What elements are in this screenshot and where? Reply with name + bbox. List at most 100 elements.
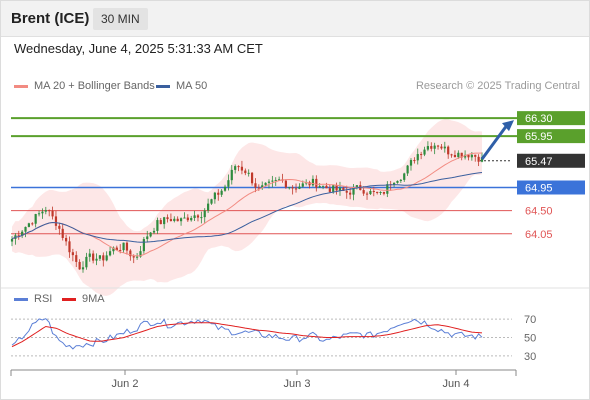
legend-ma50-label: MA 50 [176,80,208,92]
candle [213,192,216,200]
candle [355,185,358,188]
candle [291,187,294,189]
candle [142,239,145,252]
candle [403,173,406,180]
candle [338,187,342,191]
legend-rsi: RSI [14,293,52,305]
candle [436,145,440,147]
candle [65,237,68,242]
candle [294,188,298,190]
candle [48,210,51,212]
rsi-tick-label: 50 [524,333,536,345]
candle [139,251,142,257]
candle [274,179,277,181]
candle [230,169,233,181]
candle [460,152,463,158]
candle [352,187,355,195]
candle [450,154,453,156]
candle [129,250,132,257]
candle [284,180,287,188]
candle [420,154,423,156]
legend-rsi-label: RSI [34,293,53,305]
legend-ma20-label: MA 20 + Bollinger Bands [34,80,155,92]
ma50-swatch [156,84,170,88]
x-tick-label: Jun 2 [112,378,139,390]
candle [44,210,47,212]
candle [119,250,122,252]
candle [112,247,115,252]
candle [345,190,348,193]
candle [81,267,85,270]
candle [278,179,281,181]
rsi-ma-line [11,322,483,348]
candle [321,185,325,187]
candle [365,193,369,195]
candle [24,226,27,232]
candle [399,179,402,181]
candle [254,183,257,188]
level-label-64.50: 64.50 [525,206,553,218]
candle [237,166,240,168]
candle [75,255,78,262]
candle [308,182,311,186]
candle [443,146,446,149]
candle [122,242,125,251]
candle [372,191,375,193]
candle [376,191,379,193]
candle [17,235,20,237]
candle [261,185,264,188]
level-box-65.95 [517,129,585,144]
level-box-64.95 [517,180,585,195]
candle [457,152,460,158]
candle [125,242,129,251]
rsi-ma-swatch [62,297,76,301]
candle [332,185,335,192]
candle [257,187,260,189]
candle [328,188,331,192]
candle [58,225,61,229]
candle [240,166,244,171]
legend-ma50: MA 50 [156,80,207,92]
candle [156,220,159,231]
top-bar: Brent (ICE) 30 MIN [1,1,589,36]
candle [244,170,247,174]
level-label-65.95: 65.95 [525,131,553,143]
candle [183,217,186,219]
timeframe-button[interactable]: 30 MIN [93,8,148,30]
candle [200,217,203,219]
candle [10,238,14,242]
level-label-65.47: 65.47 [525,156,553,168]
rsi-tick-label: 70 [524,314,536,326]
candle [392,182,396,185]
candle [61,228,64,238]
candle [234,166,237,170]
candle [440,146,443,149]
ma50-line [11,172,483,243]
candle [386,184,389,194]
candle [250,172,254,184]
instrument-title: Brent (ICE) [11,10,90,27]
candle [342,187,345,191]
rsi-line [11,318,483,350]
legend-rsi-ma: 9MA [62,293,105,305]
candle [409,160,413,166]
candle [325,185,328,189]
candle [115,247,118,251]
candle [463,154,467,158]
candle [423,149,426,155]
candle [92,253,95,261]
candle [166,217,169,220]
candle [105,255,108,261]
candle [271,180,274,182]
rsi-tick-label: 30 [524,351,536,363]
candle [430,146,433,149]
candle [288,187,291,189]
level-box-66.30 [517,111,585,126]
candle [433,145,436,149]
candle [477,156,480,162]
candle [247,172,250,174]
legend-rsi-ma-label: 9MA [82,293,105,305]
forecast-arrow-shaft [480,124,509,161]
candle [27,223,31,227]
